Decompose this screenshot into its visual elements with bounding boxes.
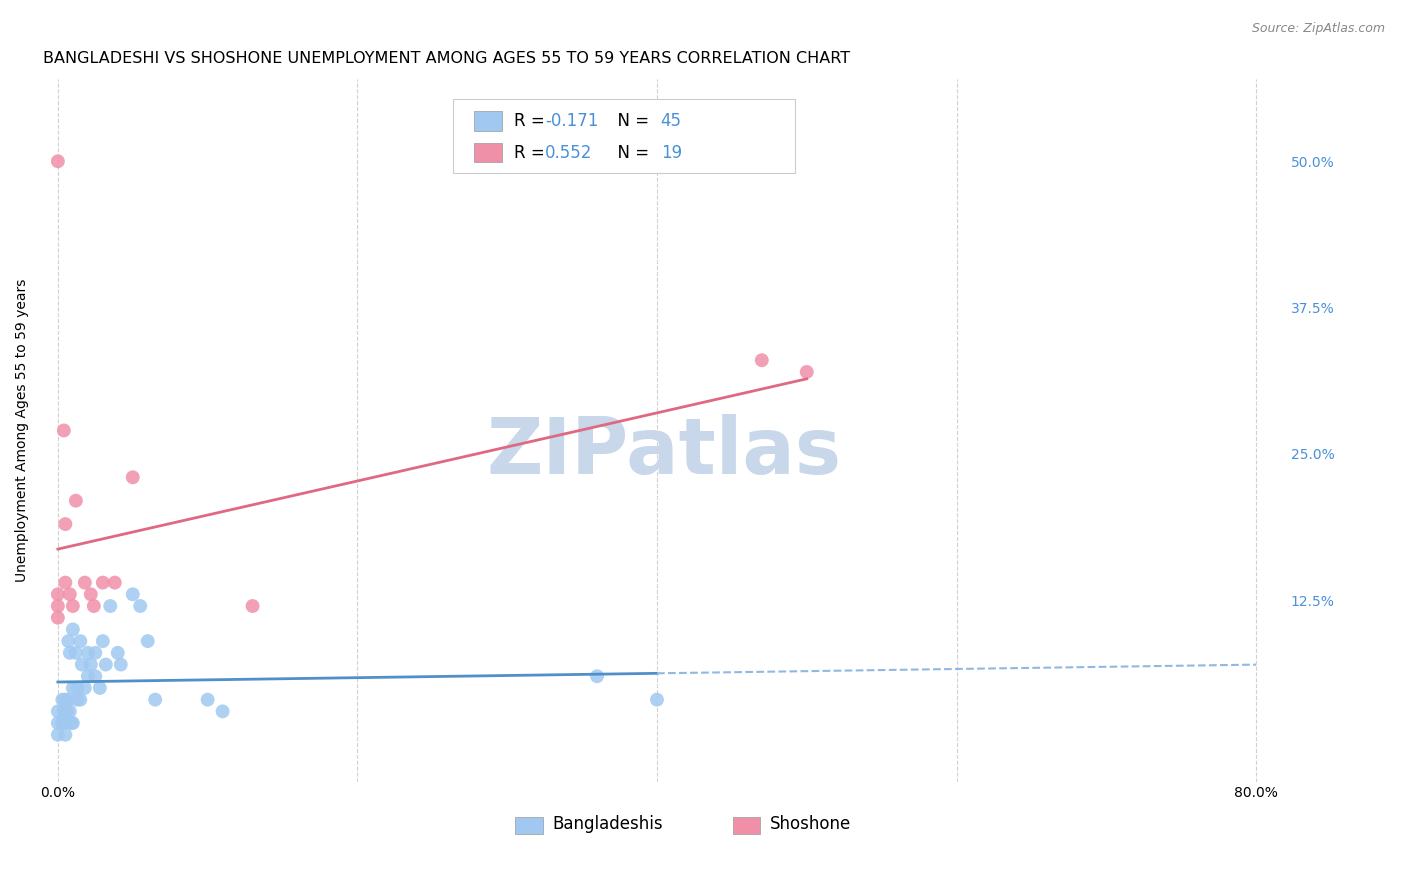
Point — [51, 692, 73, 706]
Point — [129, 599, 152, 613]
Point — [52, 424, 75, 438]
FancyBboxPatch shape — [453, 99, 794, 173]
Text: N =: N = — [607, 144, 655, 161]
Point — [60, 716, 83, 731]
Text: Shoshone: Shoshone — [770, 814, 852, 833]
Point — [69, 634, 91, 648]
Y-axis label: Unemployment Among Ages 55 to 59 years: Unemployment Among Ages 55 to 59 years — [15, 279, 30, 582]
Text: Bangladeshis: Bangladeshis — [553, 814, 664, 833]
Point — [58, 634, 80, 648]
Point — [91, 575, 114, 590]
Point — [53, 692, 76, 706]
Point — [58, 692, 80, 706]
Text: Source: ZipAtlas.com: Source: ZipAtlas.com — [1251, 22, 1385, 36]
Point — [46, 728, 69, 742]
Text: BANGLADESHI VS SHOSHONE UNEMPLOYMENT AMONG AGES 55 TO 59 YEARS CORRELATION CHART: BANGLADESHI VS SHOSHONE UNEMPLOYMENT AMO… — [44, 51, 851, 66]
Point — [110, 657, 132, 672]
Point — [136, 634, 159, 648]
Point — [46, 704, 69, 718]
Point — [59, 646, 82, 660]
Point — [69, 692, 91, 706]
Point — [91, 634, 114, 648]
Point — [65, 646, 87, 660]
FancyBboxPatch shape — [733, 817, 761, 833]
Point — [76, 646, 98, 660]
Point — [53, 704, 76, 718]
Point — [796, 365, 818, 379]
Point — [53, 575, 76, 590]
Point — [62, 716, 84, 731]
Point — [62, 599, 84, 613]
Point — [59, 587, 82, 601]
Point — [89, 681, 111, 695]
Point — [53, 517, 76, 532]
Point — [56, 704, 79, 718]
Point — [143, 692, 166, 706]
Point — [65, 493, 87, 508]
Text: 45: 45 — [661, 112, 682, 130]
Point — [46, 716, 69, 731]
Point — [645, 692, 668, 706]
Point — [83, 599, 105, 613]
Point — [62, 681, 84, 695]
Point — [197, 692, 219, 706]
Point — [98, 599, 121, 613]
Point — [46, 599, 69, 613]
Point — [242, 599, 264, 613]
Point — [80, 657, 103, 672]
Point — [66, 681, 89, 695]
Point — [62, 623, 84, 637]
Point — [46, 154, 69, 169]
Point — [73, 681, 96, 695]
Point — [94, 657, 117, 672]
FancyBboxPatch shape — [474, 112, 502, 131]
Point — [751, 353, 773, 368]
Text: R =: R = — [515, 144, 550, 161]
Point — [121, 587, 143, 601]
Point — [84, 646, 107, 660]
Text: 0.552: 0.552 — [546, 144, 592, 161]
FancyBboxPatch shape — [474, 143, 502, 162]
Point — [51, 716, 73, 731]
Text: N =: N = — [607, 112, 655, 130]
Point — [84, 669, 107, 683]
Point — [76, 669, 98, 683]
Point — [66, 692, 89, 706]
Point — [70, 657, 93, 672]
Point — [52, 716, 75, 731]
Point — [121, 470, 143, 484]
Point — [73, 575, 96, 590]
Text: 19: 19 — [661, 144, 682, 161]
Point — [53, 728, 76, 742]
Text: -0.171: -0.171 — [546, 112, 599, 130]
Point — [211, 704, 233, 718]
Point — [46, 611, 69, 625]
Point — [52, 704, 75, 718]
Text: R =: R = — [515, 112, 550, 130]
FancyBboxPatch shape — [515, 817, 543, 833]
Point — [80, 587, 103, 601]
Point — [59, 704, 82, 718]
Text: ZIPatlas: ZIPatlas — [486, 414, 842, 490]
Point — [586, 669, 609, 683]
Point — [46, 587, 69, 601]
Point — [107, 646, 129, 660]
Point — [104, 575, 127, 590]
